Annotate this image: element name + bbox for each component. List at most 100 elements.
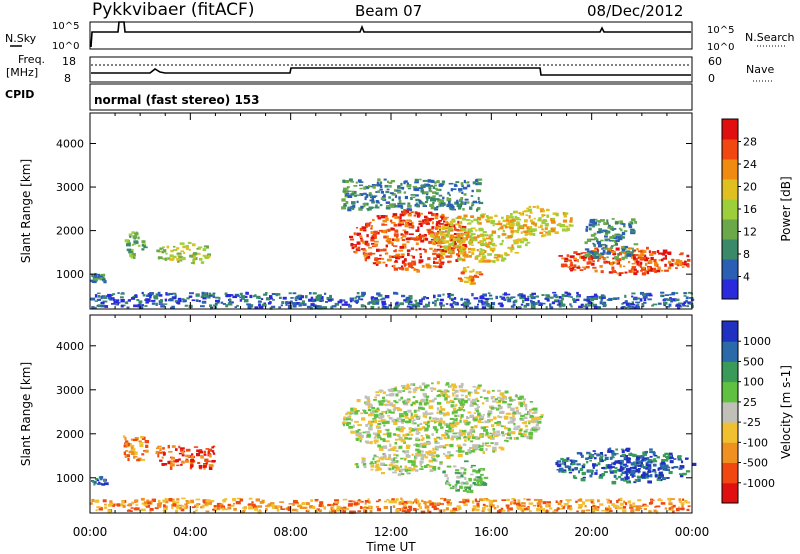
power-cell	[207, 253, 211, 257]
power-cell	[668, 303, 672, 307]
power-cell	[423, 234, 427, 237]
velocity-cell	[492, 400, 497, 403]
velocity-cell	[196, 503, 201, 505]
velocity-cell	[667, 466, 671, 469]
velocity-cell	[448, 422, 452, 425]
velocity-cell	[372, 419, 377, 424]
power-cell	[393, 223, 398, 227]
power-cell	[616, 236, 622, 239]
power-cell	[586, 299, 591, 302]
power-cell	[446, 232, 450, 235]
velocity-cell	[181, 454, 185, 457]
velocity-cell	[227, 503, 231, 507]
velocity-cell	[632, 466, 637, 469]
velocity-cell	[387, 456, 392, 460]
velocity-cell	[644, 505, 649, 507]
power-cell	[246, 303, 251, 306]
velocity-cell	[431, 466, 437, 469]
velocity-cell	[412, 391, 417, 393]
velocity-cell	[586, 460, 589, 464]
power-cell	[422, 203, 426, 206]
velocity-cell	[382, 420, 387, 424]
power-cell	[584, 241, 588, 245]
power-cell	[469, 235, 473, 239]
power-cell	[110, 297, 115, 300]
velocity-cell	[200, 506, 203, 509]
power-cell	[449, 234, 454, 238]
velocity-cell	[448, 484, 452, 487]
velocity-cell	[474, 391, 480, 394]
power-colorbar-tick-label: 20	[743, 181, 757, 194]
velocity-cell	[492, 428, 496, 431]
velocity-cell	[585, 457, 589, 460]
velocity-cell	[373, 399, 377, 401]
power-cell	[475, 182, 478, 186]
velocity-cell	[170, 464, 173, 468]
velocity-cell	[444, 444, 449, 447]
power-cell	[510, 223, 515, 227]
power-cell	[126, 243, 131, 247]
velocity-cell	[168, 498, 173, 502]
velocity-cell	[531, 417, 536, 421]
power-cell	[461, 225, 464, 230]
velocity-cell	[673, 458, 677, 460]
power-cell	[450, 237, 455, 239]
velocity-cell	[401, 499, 404, 503]
velocity-cell	[456, 444, 461, 447]
velocity-cell	[433, 502, 437, 506]
velocity-cell	[376, 407, 380, 410]
power-cell	[353, 251, 356, 253]
power-cell	[379, 254, 382, 257]
power-cell	[292, 304, 297, 308]
velocity-cell	[334, 499, 339, 502]
power-cell	[505, 253, 508, 257]
velocity-cell	[370, 461, 374, 464]
velocity-cell	[592, 502, 595, 505]
power-cell	[410, 197, 413, 201]
power-cell	[385, 201, 391, 204]
power-cell	[356, 292, 360, 295]
power-cell	[426, 199, 429, 201]
velocity-cell	[492, 446, 497, 451]
power-cell	[685, 264, 689, 267]
power-cell	[341, 303, 346, 306]
velocity-cell	[611, 452, 617, 456]
power-cell	[532, 206, 536, 208]
velocity-cell	[488, 414, 491, 417]
power-cell	[491, 230, 497, 234]
power-cell	[353, 232, 356, 236]
power-echo-region	[341, 178, 484, 212]
power-cell	[137, 304, 140, 308]
power-cell	[672, 259, 675, 262]
velocity-cell	[445, 412, 450, 416]
power-cell	[409, 297, 413, 300]
velocity-cell	[251, 503, 256, 507]
power-cell	[492, 244, 497, 247]
velocity-cell	[424, 385, 428, 389]
velocity-cell	[138, 440, 142, 443]
power-cell	[407, 202, 411, 205]
power-cell	[351, 201, 356, 205]
velocity-cell	[455, 421, 460, 425]
velocity-cell	[356, 399, 361, 403]
power-cell	[442, 293, 445, 296]
velocity-cell	[566, 458, 569, 460]
velocity-cell	[528, 432, 534, 436]
velocity-cell	[385, 440, 390, 443]
velocity-cell	[662, 477, 667, 481]
power-cell	[478, 259, 483, 263]
velocity-cell	[578, 470, 581, 474]
velocity-cell	[472, 402, 477, 405]
velocity-cell	[161, 463, 165, 466]
velocity-cell	[555, 500, 558, 503]
velocity-cell	[129, 443, 133, 446]
power-cell	[471, 293, 474, 297]
power-cell	[578, 305, 583, 308]
velocity-cell	[474, 444, 479, 447]
velocity-cell	[236, 497, 241, 500]
power-cell	[509, 226, 514, 230]
power-cell	[439, 298, 444, 302]
velocity-cell	[571, 468, 575, 472]
velocity-cell	[477, 480, 482, 483]
power-cell	[225, 304, 229, 308]
